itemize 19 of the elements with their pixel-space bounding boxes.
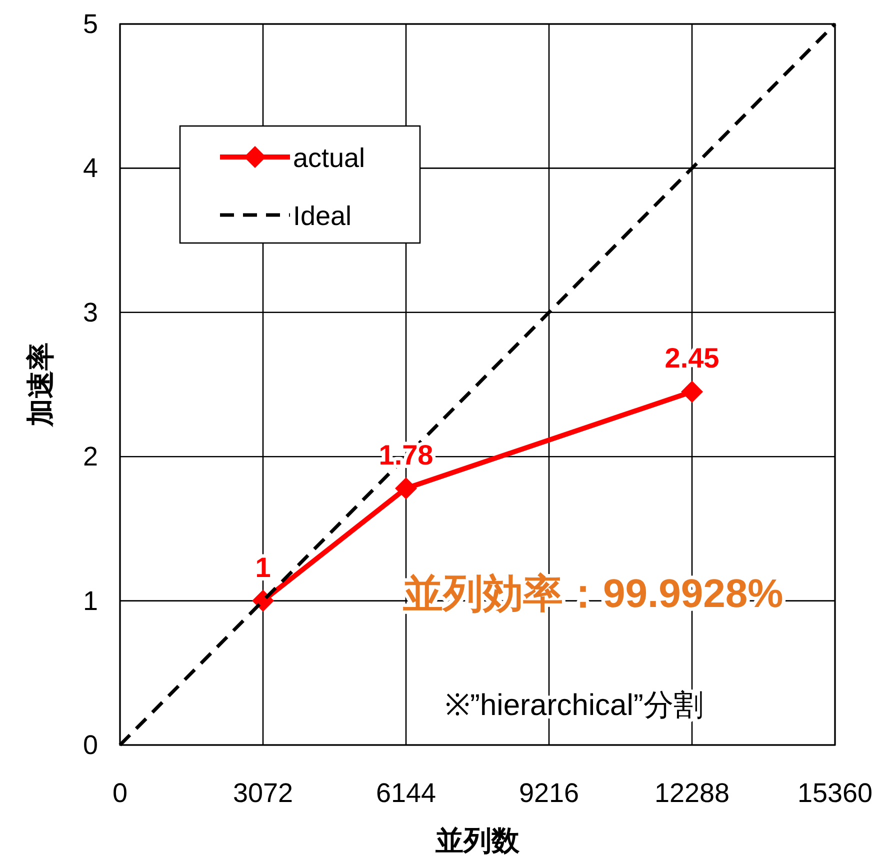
- point: [395, 477, 417, 500]
- x-tick-label: 6144: [376, 778, 436, 808]
- point: [252, 590, 274, 612]
- x-axis-title: 並列数: [434, 825, 520, 856]
- legend-label: Ideal: [293, 201, 352, 231]
- y-tick-label: 3: [82, 297, 98, 328]
- y-tick-label: 0: [82, 730, 98, 760]
- x-tick-label: 12288: [654, 778, 730, 808]
- x-tick-label: 9216: [518, 778, 580, 808]
- y-tick-label: 2: [82, 442, 98, 472]
- legend-label: actual: [293, 143, 366, 173]
- point: [681, 380, 703, 403]
- y-tick-label: 4: [82, 153, 98, 184]
- y-tick-label: 5: [82, 9, 98, 39]
- y-tick-label: 1: [82, 586, 98, 616]
- x-tick-label: 15360: [797, 778, 873, 808]
- x-tick-label: 3072: [232, 778, 294, 808]
- y-axis-title: 加速率: [25, 342, 56, 428]
- x-tick-label: 0: [112, 778, 128, 808]
